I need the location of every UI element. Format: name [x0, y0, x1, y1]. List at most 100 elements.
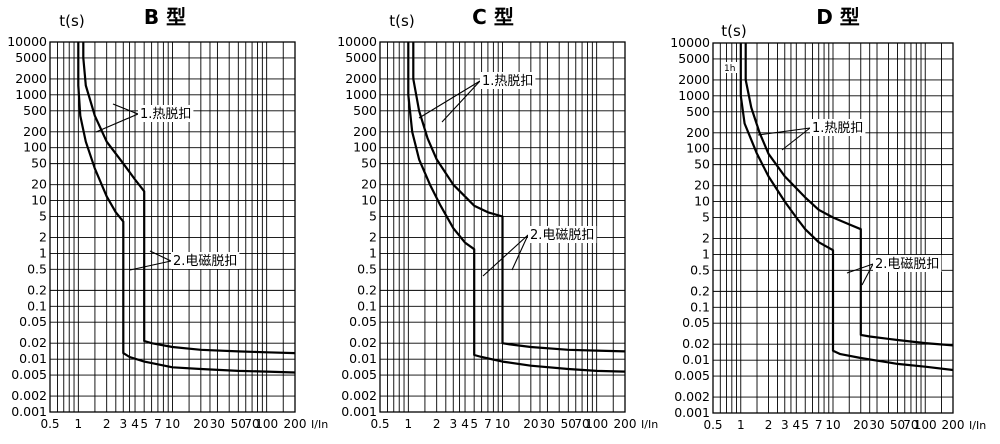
x-tick-label: 10 — [825, 418, 840, 432]
annotation-background — [528, 226, 597, 243]
x-tick-label: 5 — [470, 417, 478, 431]
x-tick-label: 30 — [869, 418, 884, 432]
annotation-label: 1.热脱扣 — [482, 74, 533, 89]
x-tick-label: 0.5 — [40, 417, 59, 431]
y-tick-label: 200 — [23, 124, 47, 139]
x-tick-label: 4 — [461, 417, 469, 431]
y-tick-label: 0.002 — [341, 388, 377, 403]
x-tick-label: 70 — [244, 417, 259, 431]
y-tick-label: 2 — [369, 230, 377, 245]
x-tick-label: 70 — [574, 417, 589, 431]
x-tick-label: 0.5 — [703, 418, 722, 432]
chart-title: B 型 — [144, 5, 186, 29]
annotation-leader — [112, 103, 139, 115]
y-tick-label: 1 — [702, 246, 710, 261]
y-tick-label: 0.02 — [349, 335, 377, 350]
y-tick-label: 100 — [23, 140, 47, 155]
y-tick-label: 0.05 — [349, 314, 377, 329]
x-tick-label: 200 — [942, 418, 965, 432]
y-tick-label: 1000 — [345, 87, 377, 102]
annotation-label: 2.电磁脱扣 — [530, 228, 594, 243]
y-tick-label: 1 — [39, 245, 47, 260]
annotation-label: 1.热脱扣 — [140, 107, 191, 122]
series-curve-2 — [412, 42, 626, 353]
y-tick-label: 50 — [361, 156, 377, 171]
y-tick-label: 0.2 — [690, 283, 710, 298]
y-tick-label: 0.1 — [357, 298, 377, 313]
y-tick-label: 0.001 — [674, 405, 710, 420]
y-tick-label: 10 — [31, 193, 47, 208]
y-tick-label: 100 — [353, 140, 377, 155]
annotation-leader — [441, 80, 481, 123]
annotation-background — [873, 255, 942, 272]
x-tick-label: 50 — [561, 417, 576, 431]
x-axis-label: I/In — [969, 419, 986, 432]
y-tick-label: 2 — [39, 230, 47, 245]
y-tick-label: 200 — [686, 125, 710, 140]
y-tick-label: 200 — [353, 124, 377, 139]
x-tick-label: 30 — [540, 417, 555, 431]
y-tick-label: 50 — [31, 156, 47, 171]
annotation-background — [722, 62, 738, 73]
y-tick-label: 1000 — [15, 87, 47, 102]
chart-title: D 型 — [816, 5, 860, 29]
x-tick-label: 100 — [585, 417, 608, 431]
y-tick-label: 0.005 — [341, 367, 377, 382]
y-tick-label: 10 — [694, 194, 710, 209]
y-tick-label: 0.05 — [682, 315, 710, 330]
x-tick-label: 1 — [75, 417, 83, 431]
x-tick-label: 50 — [231, 417, 246, 431]
y-tick-label: 5 — [369, 208, 377, 223]
y-tick-label: 0.02 — [19, 335, 47, 350]
y-tick-label: 20 — [31, 177, 47, 192]
x-tick-label: 200 — [614, 417, 637, 431]
y-tick-label: 1000 — [678, 88, 710, 103]
y-tick-label: 0.5 — [357, 261, 377, 276]
x-tick-label: 3 — [449, 417, 457, 431]
y-tick-label: 0.01 — [682, 352, 710, 367]
x-tick-label: 30 — [210, 417, 225, 431]
annotation-leader — [129, 260, 172, 271]
y-tick-label: 5000 — [678, 51, 710, 66]
x-tick-label: 1 — [405, 417, 413, 431]
y-tick-label: 50 — [694, 157, 710, 172]
x-tick-label: 2 — [103, 417, 111, 431]
y-tick-label: 5000 — [15, 50, 47, 65]
y-tick-label: 0.005 — [674, 368, 710, 383]
y-axis-label: t(s) — [389, 12, 414, 30]
x-tick-label: 5 — [801, 418, 809, 432]
y-tick-label: 100 — [686, 141, 710, 156]
annotation-leader — [781, 127, 811, 151]
series-curve-2 — [744, 43, 954, 347]
y-tick-label: 0.01 — [19, 351, 47, 366]
y-axis-label: t(s) — [59, 12, 84, 30]
annotation-leader — [757, 127, 811, 136]
y-tick-label: 10000 — [670, 35, 710, 50]
y-tick-label: 0.1 — [690, 299, 710, 314]
y-tick-label: 500 — [353, 103, 377, 118]
x-tick-label: 10 — [165, 417, 180, 431]
y-tick-label: 1 — [369, 245, 377, 260]
annotation-label: 1h — [724, 64, 735, 74]
x-tick-label: 2 — [433, 417, 441, 431]
y-tick-label: 500 — [23, 103, 47, 118]
y-tick-label: 20 — [694, 178, 710, 193]
annotation-label: 2.电磁脱扣 — [875, 257, 939, 272]
annotation-leader — [482, 234, 529, 277]
chart-3: 100005000200010005002001005020105210.50.… — [670, 5, 986, 432]
annotation-leader — [846, 263, 874, 274]
y-tick-label: 0.01 — [349, 351, 377, 366]
annotation-leader — [149, 250, 172, 262]
y-tick-label: 2000 — [15, 71, 47, 86]
y-tick-label: 10 — [361, 193, 377, 208]
x-tick-label: 3 — [119, 417, 127, 431]
series-curve-1 — [407, 42, 626, 373]
annotation-leader — [861, 263, 874, 286]
x-tick-label: 70 — [903, 418, 918, 432]
x-axis-label: I/In — [641, 418, 658, 431]
x-tick-label: 7 — [154, 417, 162, 431]
y-tick-label: 0.1 — [27, 298, 47, 313]
annotation-leader — [95, 113, 139, 133]
x-tick-label: 20 — [853, 418, 868, 432]
